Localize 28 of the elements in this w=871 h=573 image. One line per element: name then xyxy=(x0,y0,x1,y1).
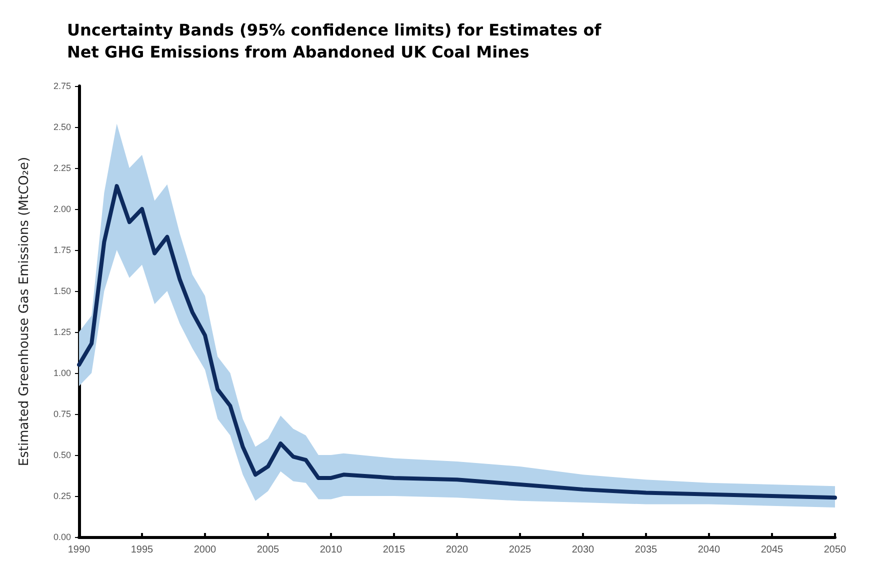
y-tick-label: 2.75 xyxy=(53,81,71,91)
y-tick-label: 1.75 xyxy=(53,245,71,255)
x-tick-label: 2025 xyxy=(508,544,532,556)
y-tick-label: 2.50 xyxy=(53,122,71,132)
y-tick-label: 0.50 xyxy=(53,450,71,460)
y-tick-label: 1.00 xyxy=(53,368,71,378)
x-tick-label: 1990 xyxy=(68,544,91,556)
x-tick-label: 2020 xyxy=(446,544,469,556)
y-tick-label: 2.25 xyxy=(53,163,71,173)
line-series xyxy=(77,184,837,500)
x-tick-label: 2010 xyxy=(320,544,343,556)
x-tick-label: 1995 xyxy=(130,544,154,556)
x-tick-label: 2050 xyxy=(824,544,847,556)
chart-title: Uncertainty Bands (95% confidence limits) for Estimates of Net GHG Emissions from Abandoned UK Coal Mines xyxy=(67,20,602,62)
x-tick-label: 2040 xyxy=(698,544,721,556)
x-tick-label: 2035 xyxy=(634,544,658,556)
x-tick-label: 2000 xyxy=(194,544,217,556)
x-tick-label: 2030 xyxy=(572,544,595,556)
y-tick-label: 1.25 xyxy=(53,327,71,337)
y-tick-label: 0.75 xyxy=(53,409,71,419)
y-axis-title: Estimated Greenhouse Gas Emissions (MtCO₂e) xyxy=(17,156,32,466)
y-tick-label: 2.00 xyxy=(53,204,71,214)
y-tick-label: 1.50 xyxy=(53,286,71,296)
x-tick-label: 2045 xyxy=(760,544,784,556)
x-tick-label: 2015 xyxy=(382,544,406,556)
x-tick-label: 2005 xyxy=(256,544,280,556)
y-tick-label: 0.25 xyxy=(53,491,71,501)
y-tick-label: 0.00 xyxy=(53,532,71,542)
